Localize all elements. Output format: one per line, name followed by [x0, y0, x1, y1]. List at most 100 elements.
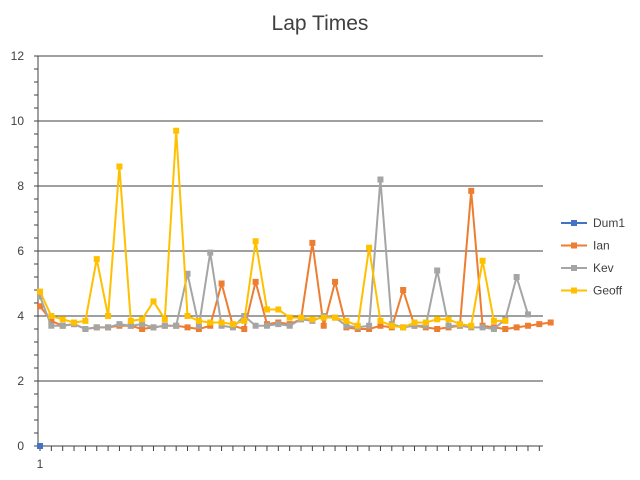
data-point-geoff	[343, 317, 350, 324]
data-point-kev	[252, 322, 259, 329]
y-tick-label: 6	[17, 244, 24, 258]
data-point-geoff	[241, 317, 248, 324]
data-point-geoff	[161, 316, 168, 323]
y-tick-label: 2	[17, 374, 24, 388]
data-point-geoff	[48, 313, 55, 319]
data-point-geoff	[71, 319, 78, 326]
data-point-geoff	[445, 316, 452, 323]
legend-label-geoff: Geoff	[593, 284, 623, 298]
data-point-geoff	[434, 316, 441, 323]
data-point-geoff	[207, 319, 214, 326]
data-point-geoff	[195, 317, 202, 324]
data-point-kev	[479, 324, 486, 331]
data-point-ian	[524, 322, 531, 329]
legend-label-kev: Kev	[593, 261, 614, 275]
data-point-kev	[422, 322, 429, 329]
data-point-kev	[263, 322, 270, 329]
data-point-kev	[377, 176, 384, 183]
data-point-geoff	[502, 317, 509, 324]
data-point-geoff	[275, 306, 282, 313]
data-point-ian	[434, 326, 441, 332]
data-point-kev	[343, 322, 350, 329]
data-point-geoff	[354, 322, 361, 329]
data-point-geoff	[468, 322, 475, 329]
data-point-kev	[195, 322, 202, 329]
data-point-geoff	[229, 321, 236, 328]
data-point-ian	[332, 278, 339, 285]
data-point-geoff	[105, 313, 112, 319]
data-point-ian	[513, 324, 520, 331]
data-point-geoff	[388, 322, 395, 329]
legend-marker-geoff	[571, 287, 577, 294]
data-point-kev	[93, 324, 100, 331]
data-point-ian	[502, 326, 509, 332]
data-point-kev	[173, 322, 180, 329]
y-tick-label: 0	[17, 439, 24, 453]
data-point-geoff	[286, 314, 293, 321]
data-point-kev	[218, 322, 225, 329]
data-point-kev	[434, 267, 441, 274]
y-tick-label: 12	[11, 49, 25, 63]
data-point-geoff	[456, 321, 463, 328]
data-point-ian	[48, 317, 55, 324]
legend-marker-ian	[571, 242, 577, 249]
data-point-ian	[377, 322, 384, 329]
data-point-ian	[207, 322, 214, 329]
data-point-geoff	[298, 314, 305, 321]
data-point-geoff	[320, 314, 327, 321]
data-point-ian	[184, 324, 191, 331]
data-point-ian	[37, 303, 43, 310]
x-tick-label: 1	[37, 457, 44, 471]
data-point-geoff	[184, 313, 191, 319]
data-point-kev	[513, 274, 520, 280]
data-point-geoff	[422, 319, 429, 326]
data-point-geoff	[400, 324, 407, 331]
legend-label-dum1: Dum1	[593, 216, 625, 230]
data-point-geoff	[490, 317, 497, 324]
data-point-geoff	[218, 319, 225, 326]
data-point-geoff	[116, 163, 123, 170]
data-point-geoff	[93, 256, 100, 263]
data-point-geoff	[252, 238, 259, 245]
data-point-kev	[366, 322, 373, 329]
data-point-kev	[207, 249, 214, 256]
data-point-ian	[309, 239, 316, 246]
y-tick-label: 8	[17, 179, 24, 193]
data-point-ian	[547, 319, 554, 326]
data-point-geoff	[366, 244, 373, 251]
data-point-geoff	[377, 317, 384, 324]
data-point-kev	[229, 324, 236, 331]
data-point-geoff	[82, 317, 89, 324]
data-point-geoff	[127, 317, 134, 324]
data-point-kev	[37, 293, 43, 300]
legend-marker-kev	[571, 265, 577, 271]
data-point-kev	[150, 324, 157, 331]
data-point-geoff	[411, 319, 418, 326]
data-point-geoff	[150, 298, 157, 305]
data-point-kev	[139, 321, 146, 328]
data-point-kev	[445, 322, 452, 329]
legend-label-ian: Ian	[593, 239, 610, 253]
data-point-geoff	[332, 314, 339, 321]
data-point-kev	[161, 322, 168, 329]
legend-marker-dum1	[571, 220, 577, 226]
data-point-kev	[286, 322, 293, 329]
data-point-geoff	[139, 316, 146, 323]
data-point-kev	[48, 322, 55, 329]
data-point-dum1	[37, 443, 43, 449]
data-point-kev	[184, 270, 191, 277]
data-point-ian	[139, 326, 146, 332]
data-point-ian	[218, 280, 225, 287]
data-point-kev	[105, 324, 112, 331]
data-point-kev	[116, 321, 123, 328]
data-point-kev	[490, 326, 497, 332]
data-point-ian	[252, 278, 259, 285]
data-point-ian	[241, 326, 248, 332]
data-point-kev	[275, 321, 282, 328]
y-tick-label: 4	[17, 309, 24, 323]
data-point-kev	[411, 322, 418, 329]
data-point-geoff	[59, 316, 66, 323]
data-point-ian	[320, 322, 327, 329]
data-point-geoff	[479, 257, 486, 264]
